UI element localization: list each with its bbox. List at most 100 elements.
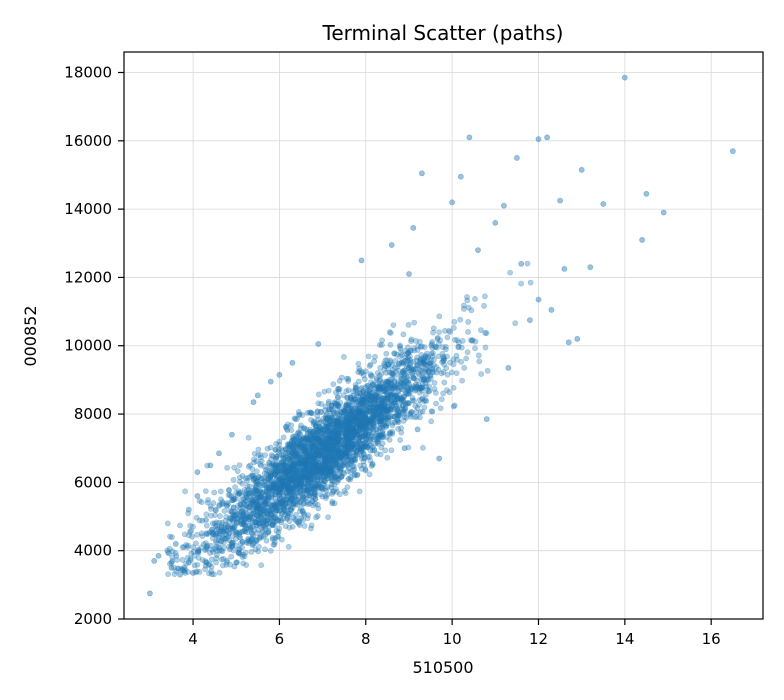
scatter-point xyxy=(243,502,250,509)
scatter-point xyxy=(401,445,408,452)
scatter-point xyxy=(255,505,261,512)
scatter-point xyxy=(385,365,391,372)
scatter-point xyxy=(303,464,310,470)
scatter-point xyxy=(276,371,283,378)
scatter-point xyxy=(353,428,360,435)
scatter-point xyxy=(274,468,281,475)
scatter-point xyxy=(273,507,280,514)
scatter-point xyxy=(294,440,301,447)
scatter-point xyxy=(253,483,260,490)
scatter-point xyxy=(381,404,387,411)
scatter-point xyxy=(397,373,403,379)
scatter-point xyxy=(372,408,379,415)
scatter-point xyxy=(416,338,423,345)
scatter-point xyxy=(318,476,325,483)
scatter-point xyxy=(400,376,407,383)
scatter-point xyxy=(319,448,326,455)
scatter-point xyxy=(338,444,345,450)
scatter-point xyxy=(483,416,490,423)
scatter-point xyxy=(286,476,293,483)
scatter-point xyxy=(307,471,313,478)
scatter-point xyxy=(226,518,232,525)
scatter-point xyxy=(254,509,261,516)
scatter-point xyxy=(411,347,418,354)
scatter-point xyxy=(379,427,386,434)
scatter-point xyxy=(249,506,256,513)
scatter-point xyxy=(390,322,397,328)
scatter-point xyxy=(316,466,323,473)
scatter-point xyxy=(297,455,304,462)
scatter-point xyxy=(213,532,219,539)
scatter-point xyxy=(307,436,314,443)
scatter-point xyxy=(297,482,304,489)
scatter-point xyxy=(262,518,269,524)
scatter-point xyxy=(209,529,216,536)
scatter-point xyxy=(352,438,359,444)
scatter-point xyxy=(312,422,319,429)
scatter-point xyxy=(358,409,365,416)
scatter-point xyxy=(343,410,349,417)
scatter-point xyxy=(258,534,264,541)
scatter-point xyxy=(304,430,311,437)
scatter-point xyxy=(366,403,372,410)
scatter-point xyxy=(428,408,435,415)
scatter-point xyxy=(310,461,317,468)
scatter-point xyxy=(417,409,424,416)
scatter-point xyxy=(316,469,323,476)
scatter-point xyxy=(288,444,295,451)
scatter-point xyxy=(353,408,360,415)
scatter-point xyxy=(339,421,346,428)
scatter-point xyxy=(417,357,423,364)
scatter-point xyxy=(342,444,348,450)
y-tick-label: 14000 xyxy=(64,200,112,218)
scatter-point xyxy=(377,415,384,421)
scatter-point xyxy=(265,494,272,501)
scatter-point xyxy=(293,511,299,518)
scatter-point xyxy=(310,421,317,428)
scatter-point xyxy=(344,457,350,464)
scatter-point xyxy=(361,420,368,427)
scatter-point xyxy=(356,422,363,429)
scatter-point xyxy=(207,503,214,510)
scatter-point xyxy=(272,505,279,512)
scatter-point xyxy=(443,365,450,371)
scatter-point xyxy=(297,489,304,496)
scatter-point xyxy=(376,372,383,379)
scatter-point xyxy=(284,455,291,462)
scatter-point xyxy=(288,507,295,514)
scatter-point xyxy=(297,444,303,450)
scatter-point xyxy=(146,590,153,597)
scatter-point xyxy=(309,461,316,468)
scatter-point xyxy=(298,436,305,443)
scatter-point xyxy=(351,396,358,403)
scatter-point xyxy=(400,368,406,375)
scatter-point xyxy=(265,475,272,482)
scatter-point xyxy=(325,428,331,435)
scatter-point xyxy=(267,462,273,469)
scatter-point xyxy=(296,453,302,460)
scatter-point xyxy=(284,484,291,491)
scatter-point xyxy=(391,399,398,406)
scatter-point xyxy=(468,337,475,344)
scatter-point xyxy=(234,502,241,509)
scatter-point xyxy=(350,425,357,432)
scatter-point xyxy=(382,413,389,420)
scatter-point xyxy=(355,401,362,408)
scatter-point xyxy=(454,337,461,343)
scatter-point xyxy=(413,385,420,392)
scatter-point xyxy=(378,341,385,348)
scatter-point xyxy=(224,464,230,471)
scatter-point xyxy=(322,446,328,453)
scatter-point xyxy=(349,463,356,470)
scatter-point xyxy=(276,473,282,480)
scatter-point xyxy=(251,518,258,525)
scatter-point xyxy=(367,457,374,464)
scatter-point xyxy=(327,457,334,464)
scatter-point xyxy=(413,362,420,369)
scatter-point xyxy=(255,446,262,453)
scatter-point xyxy=(369,421,376,427)
scatter-point xyxy=(323,445,330,451)
scatter-point xyxy=(303,461,310,468)
scatter-point xyxy=(359,423,366,430)
scatter-point xyxy=(313,449,320,456)
